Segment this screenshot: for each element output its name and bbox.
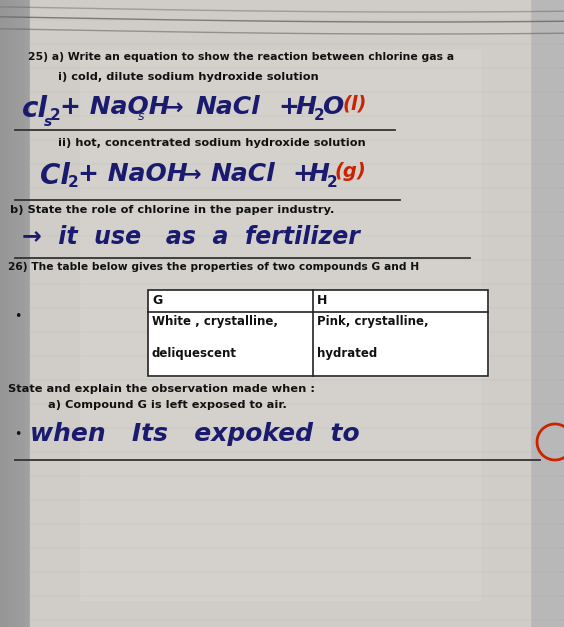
Text: +: + (292, 162, 313, 186)
Text: + NaOH: + NaOH (60, 95, 170, 119)
Text: H: H (295, 95, 316, 119)
Bar (148, 290, 488, 376)
Bar (530, 0, 564, 627)
Text: 2: 2 (50, 108, 61, 123)
Text: Cl: Cl (40, 162, 70, 190)
Text: State and explain the observation made when :: State and explain the observation made w… (8, 384, 315, 394)
Text: O: O (322, 95, 343, 119)
Text: NaCl: NaCl (210, 162, 275, 186)
Text: H: H (317, 294, 327, 307)
Text: Pink, crystalline,: Pink, crystalline, (317, 315, 429, 328)
Text: 25) a) Write an equation to show the reaction between chlorine gas a: 25) a) Write an equation to show the rea… (28, 52, 454, 62)
Text: +: + (278, 95, 299, 119)
Text: hydrated: hydrated (317, 347, 377, 360)
Text: •: • (14, 428, 21, 441)
Text: s: s (44, 115, 52, 129)
Text: 2: 2 (327, 175, 338, 190)
Bar (30, 0, 530, 627)
Text: + NaOH: + NaOH (78, 162, 188, 186)
Text: H: H (308, 162, 329, 186)
Text: 2: 2 (68, 175, 79, 190)
Text: when   Its   expoked  to: when Its expoked to (30, 422, 360, 446)
Bar (80, 50, 480, 600)
Text: 26) The table below gives the properties of two compounds G and H: 26) The table below gives the properties… (8, 262, 419, 272)
Text: •: • (14, 310, 21, 323)
Text: cl: cl (22, 95, 48, 123)
Text: b) State the role of chlorine in the paper industry.: b) State the role of chlorine in the pap… (10, 205, 334, 215)
Text: i) cold, dilute sodium hydroxide solution: i) cold, dilute sodium hydroxide solutio… (58, 72, 319, 82)
Text: →: → (183, 165, 201, 185)
Text: →: → (165, 98, 184, 118)
Text: deliquescent: deliquescent (152, 347, 237, 360)
Text: ii) hot, concentrated sodium hydroxide solution: ii) hot, concentrated sodium hydroxide s… (58, 138, 365, 148)
Text: White , crystalline,: White , crystalline, (152, 315, 278, 328)
Text: a) Compound G is left exposed to air.: a) Compound G is left exposed to air. (48, 400, 287, 410)
Bar (148, 290, 488, 376)
Bar (0, 0, 30, 627)
Text: s: s (138, 110, 144, 123)
Text: →  it  use   as  a  fertilizer: → it use as a fertilizer (22, 225, 360, 249)
Text: 2: 2 (314, 108, 325, 123)
Text: NaCl: NaCl (195, 95, 260, 119)
Text: (g): (g) (335, 162, 367, 181)
Text: (l): (l) (342, 95, 367, 114)
Text: G: G (152, 294, 162, 307)
